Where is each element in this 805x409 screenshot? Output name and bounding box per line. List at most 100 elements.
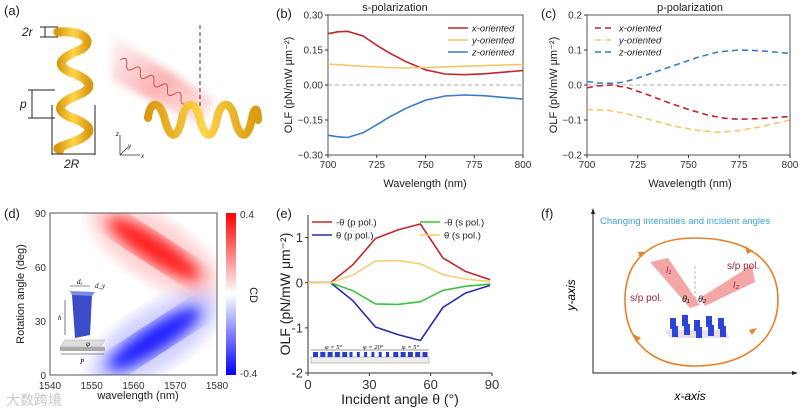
pillar <box>313 352 318 357</box>
panel-label-b: (b) <box>276 6 292 21</box>
inset-dy: d_y <box>95 282 106 290</box>
axes <box>592 212 794 374</box>
x-tick-label: 30 <box>362 377 376 392</box>
y-tick-label: 0.00 <box>304 81 324 92</box>
x-tick-label: 1540 <box>39 381 62 392</box>
series-line--p-pol- <box>308 223 491 284</box>
series-line-y-oriented <box>586 108 791 134</box>
series-line-y-oriented <box>327 63 524 69</box>
nanopillar <box>670 318 676 329</box>
axis-x-label: x <box>140 154 145 160</box>
pillar <box>356 352 360 357</box>
x-tick-label: 775 <box>731 160 748 171</box>
pillar <box>342 352 348 357</box>
x-axis-label: x-axis <box>673 389 705 403</box>
x-axis-label: Wavelength (nm) <box>383 178 466 190</box>
x-tick-label: 725 <box>629 160 646 171</box>
label-2r: 2r <box>21 25 34 39</box>
y-tick-label: −0.30 <box>298 151 324 162</box>
inset-dx: dₓ <box>77 278 83 286</box>
pillar <box>334 352 340 357</box>
y-axis-label: Rotation angle (deg) <box>15 244 27 344</box>
x-tick-label: 800 <box>782 160 799 171</box>
helix-dimension-lines <box>28 26 96 155</box>
beam-1 <box>650 258 700 308</box>
series-line--p-pol- <box>308 281 491 342</box>
cd-lobe-positive <box>107 217 201 281</box>
beam2-label: I₂ <box>733 280 740 290</box>
pol1-label: s/p pol. <box>630 293 662 304</box>
x-tick-label: 90 <box>485 377 499 392</box>
pillar <box>364 352 368 357</box>
pillar <box>422 352 428 357</box>
legend-label: -θ (p pol.) <box>336 218 377 229</box>
x-tick-label: 725 <box>368 160 385 171</box>
schematic-title: Changing intensities and incident angles <box>600 216 770 227</box>
theta1-label: θ₁ <box>682 294 690 304</box>
loop-arrows <box>633 246 757 342</box>
nanopillar <box>694 320 700 331</box>
x-tick-label: 1580 <box>206 381 229 392</box>
nanopillar <box>720 326 726 337</box>
y-tick-label: −0.15 <box>298 116 324 127</box>
legend-label: z-oriented <box>618 48 662 59</box>
y-axis-label: OLF (pN/mW μm⁻²) <box>548 37 560 133</box>
y-tick-label: 0.30 <box>304 11 324 22</box>
panel-label-e: (e) <box>276 206 292 221</box>
y-tick-label: -2 <box>291 366 303 381</box>
y-tick-label: 0 <box>40 371 46 382</box>
inset-h: h <box>58 314 62 322</box>
x-tick-label: 60 <box>423 377 437 392</box>
inset-phi-1: φ = 5° <box>325 344 342 351</box>
nanopillar <box>708 325 714 336</box>
y-tick-label: 0 <box>296 275 303 290</box>
x-axis-label: Wavelength (nm) <box>648 178 731 190</box>
panel-label-c: (c) <box>541 6 556 21</box>
pillar <box>349 352 353 357</box>
nanopillar <box>672 326 678 337</box>
series-line--s-pol- <box>308 259 491 284</box>
pillar <box>378 352 382 357</box>
x-axis-label: Incident angle θ (°) <box>341 391 459 407</box>
heatmap-frame <box>49 212 218 376</box>
schematic-f: Changing intensities and incident angles… <box>564 208 798 403</box>
beam1-label: I₁ <box>666 265 672 275</box>
x-tick-label: 1550 <box>81 381 104 392</box>
series-line-z-oriented <box>586 49 791 85</box>
series-line-z-oriented <box>327 94 524 139</box>
pillar <box>393 352 399 357</box>
inset-phi-3: φ = 5° <box>402 344 419 351</box>
nanopillar <box>718 318 724 329</box>
y-tick-label: −0.2 <box>562 151 582 162</box>
legend-label: y-oriented <box>618 36 662 47</box>
chart-p-polarization: p-polarization Wavelength (nm) OLF (pN/m… <box>548 2 799 190</box>
x-tick-label: 775 <box>466 160 483 171</box>
chart-title: s-polarization <box>362 2 427 14</box>
y-tick-label: 60 <box>35 263 47 274</box>
helix-illustration: 2r p 2R z y x <box>19 25 262 171</box>
legend-label: y-oriented <box>471 36 515 47</box>
y-tick-label: 90 <box>35 209 47 220</box>
x-tick-label: 1560 <box>122 381 145 392</box>
pol2-label: s/p pol. <box>727 261 759 272</box>
label-2R: 2R <box>63 157 80 171</box>
y-tick-label: 1 <box>296 230 303 245</box>
colorbar-min: -0.4 <box>240 369 258 380</box>
y-axis-label: OLF (pN/mW μm⁻²) <box>283 37 295 133</box>
chart-incident-angle: Incident angle θ (°) OLF (pN/mW μm⁻²) φ … <box>277 215 499 407</box>
nanopillar <box>684 324 690 335</box>
y-tick-label: 0.2 <box>568 11 582 22</box>
pillar <box>371 352 375 357</box>
vertical-helix <box>53 27 94 155</box>
nanopillar <box>706 316 712 327</box>
panel-label-a: (a) <box>4 3 20 18</box>
nanopillar <box>696 327 702 338</box>
x-tick-label: 700 <box>579 160 596 171</box>
inset-P: P <box>79 358 85 366</box>
inset-phi: φ <box>86 340 90 348</box>
x-tick-label: 0 <box>304 377 311 392</box>
panel-label-f: (f) <box>541 206 553 221</box>
legend-label: -θ (s pol.) <box>444 218 484 229</box>
legend-label: θ (s pol.) <box>444 231 481 242</box>
beam-2 <box>700 265 755 306</box>
